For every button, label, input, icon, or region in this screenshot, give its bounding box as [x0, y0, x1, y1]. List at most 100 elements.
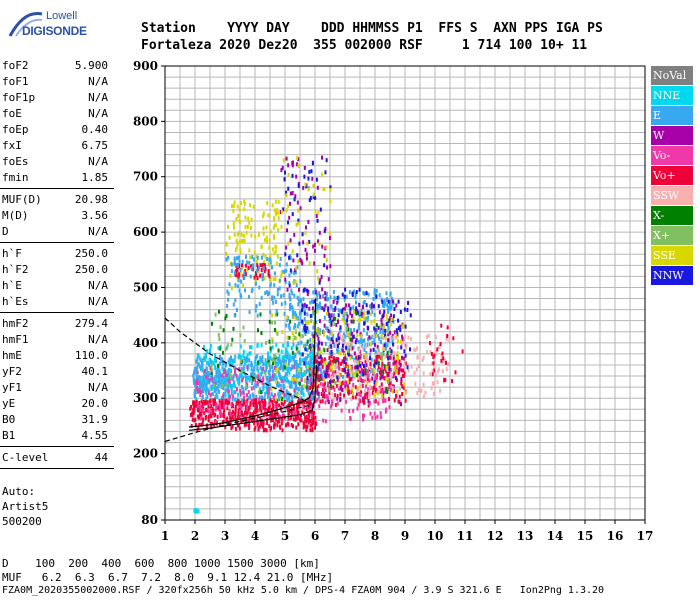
echo-point [330, 304, 333, 309]
echo-point [314, 415, 317, 420]
echo-point [268, 291, 271, 296]
echo-point [208, 378, 211, 383]
echo-point [196, 370, 199, 375]
echo-point [233, 313, 236, 318]
echo-point [236, 423, 239, 428]
echo-point [262, 266, 265, 271]
echo-point [214, 353, 217, 358]
echo-point [356, 370, 359, 375]
echo-point [355, 290, 358, 295]
echo-point [272, 300, 275, 305]
echo-point [276, 362, 279, 367]
echo-point [336, 396, 339, 401]
echo-point [352, 408, 355, 413]
echo-point [308, 407, 311, 412]
echo-point [296, 315, 299, 320]
echo-point [404, 353, 407, 358]
echo-point [392, 335, 395, 340]
echo-point [238, 218, 241, 223]
echo-point [371, 367, 374, 372]
echo-point [306, 312, 309, 317]
echo-point [327, 311, 330, 316]
echo-point [285, 393, 288, 398]
echo-point [322, 418, 325, 423]
echo-point [260, 343, 263, 348]
echo-point [201, 358, 204, 363]
echo-point [243, 199, 246, 204]
echo-point [365, 303, 368, 308]
echo-point [243, 275, 246, 280]
echo-point [309, 375, 312, 380]
echo-point [399, 402, 402, 407]
echo-point [217, 363, 220, 368]
echo-point [267, 292, 270, 297]
echo-point [270, 418, 273, 423]
echo-point [260, 357, 263, 362]
echo-point [362, 300, 365, 305]
echo-point [311, 416, 314, 421]
echo-point [394, 376, 397, 381]
echo-point [297, 163, 300, 168]
echo-point [380, 375, 383, 380]
y-tick-label: 800 [133, 114, 158, 128]
echo-point [444, 378, 447, 383]
echo-point [278, 424, 281, 429]
echo-point [220, 381, 223, 386]
echo-point [260, 267, 263, 272]
echo-point [193, 404, 196, 409]
echo-point [201, 422, 204, 427]
echo-point [290, 414, 293, 419]
echo-point [283, 365, 286, 370]
echo-point [238, 404, 241, 409]
echo-point [309, 367, 312, 372]
echo-point [205, 384, 208, 389]
echo-point [361, 338, 364, 343]
echo-point [404, 335, 407, 340]
echo-point [336, 341, 339, 346]
echo-point [413, 370, 416, 375]
echo-point [234, 390, 237, 395]
echo-point [329, 316, 332, 321]
echo-point [289, 254, 292, 259]
echo-point [289, 302, 292, 307]
echo-point [300, 259, 303, 264]
echo-point [291, 395, 294, 400]
echo-point [234, 409, 237, 414]
echo-point [303, 361, 306, 366]
echo-point [238, 379, 241, 384]
echo-point [359, 363, 362, 368]
echo-point [268, 380, 271, 385]
echo-point [266, 239, 269, 244]
echo-point [230, 391, 233, 396]
echo-point [285, 245, 288, 250]
echo-point [265, 225, 268, 230]
echo-point [265, 367, 268, 372]
echo-point [291, 291, 294, 296]
echo-point [222, 375, 225, 380]
echo-point [314, 355, 317, 360]
echo-point [280, 407, 283, 412]
echo-point [299, 316, 302, 321]
echo-point [272, 225, 275, 230]
echo-point [382, 328, 385, 333]
echo-point [261, 214, 264, 219]
echo-point [212, 399, 215, 404]
echo-point [314, 399, 317, 404]
echo-point [293, 311, 296, 316]
echo-point [361, 361, 364, 366]
echo-point [367, 387, 370, 392]
echo-point [251, 381, 254, 386]
echo-point [414, 348, 417, 353]
echo-point [259, 263, 262, 268]
echo-point [289, 238, 292, 243]
echo-point [291, 401, 294, 406]
echo-point [372, 369, 375, 374]
echo-point [321, 364, 324, 369]
echo-point [211, 321, 214, 326]
echo-point [338, 373, 341, 378]
echo-point [259, 273, 262, 278]
echo-point [375, 354, 378, 359]
echo-point [282, 378, 285, 383]
echo-point [233, 225, 236, 230]
echo-point [316, 397, 319, 402]
